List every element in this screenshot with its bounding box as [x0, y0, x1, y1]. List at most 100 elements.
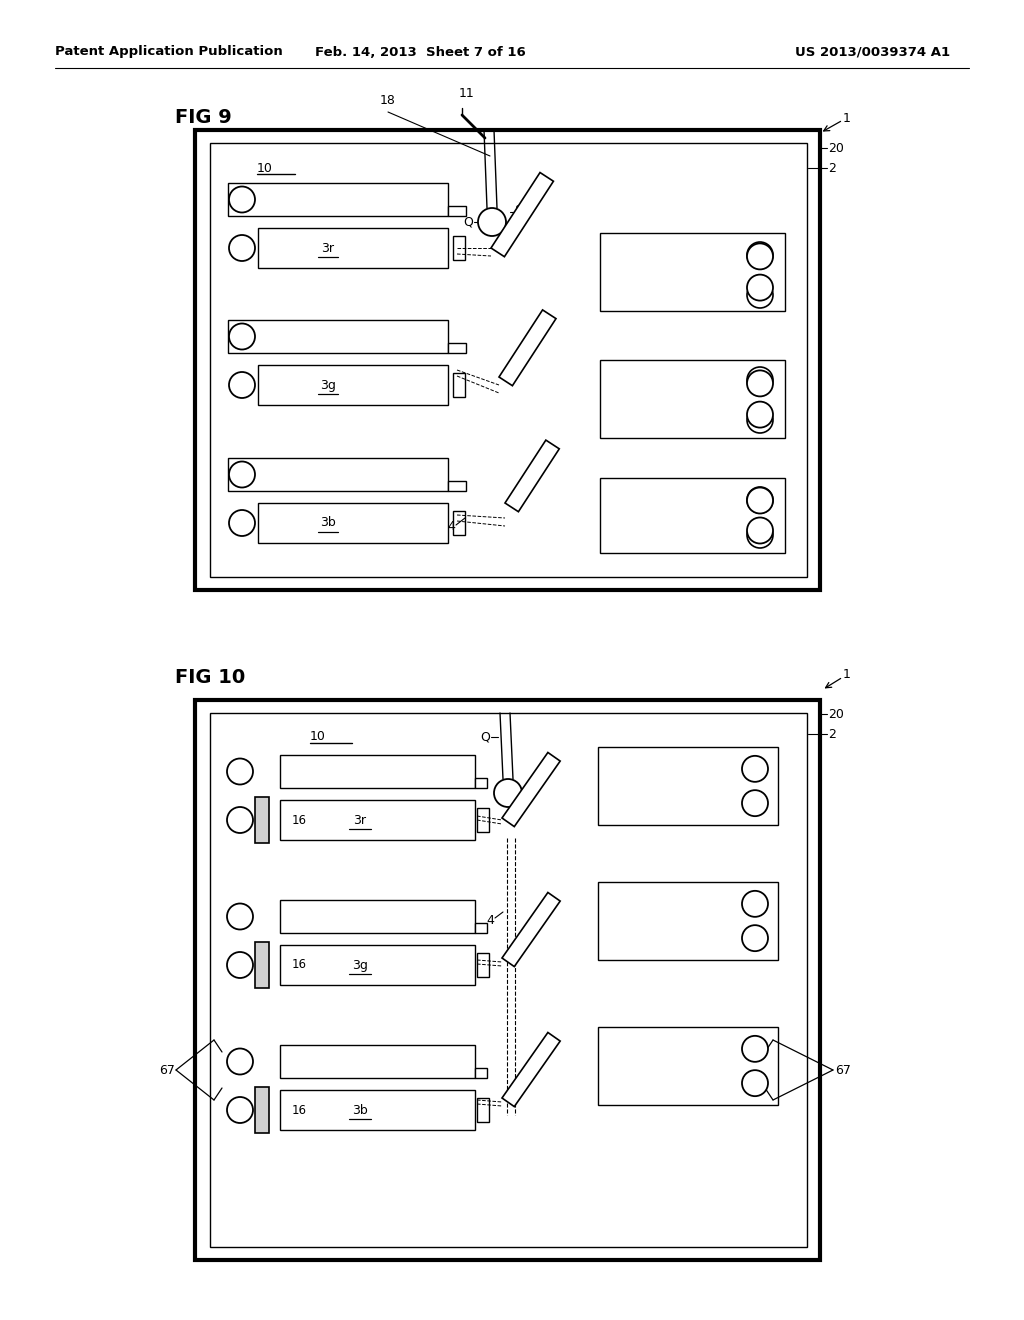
Bar — [453, 511, 465, 535]
Circle shape — [746, 242, 773, 268]
Text: 20: 20 — [828, 708, 844, 721]
Bar — [210, 143, 807, 577]
Circle shape — [742, 1036, 768, 1061]
Polygon shape — [499, 310, 556, 385]
Text: 2: 2 — [828, 727, 836, 741]
Circle shape — [227, 1048, 253, 1074]
Circle shape — [746, 243, 773, 269]
Text: 1: 1 — [843, 111, 851, 124]
Bar — [280, 1045, 475, 1078]
Circle shape — [746, 371, 773, 396]
Circle shape — [742, 1071, 768, 1096]
Circle shape — [742, 756, 768, 781]
Circle shape — [229, 186, 255, 213]
Polygon shape — [490, 173, 553, 256]
Bar — [195, 700, 820, 1261]
Text: Patent Application Publication: Patent Application Publication — [55, 45, 283, 58]
Text: 3r: 3r — [353, 813, 367, 826]
Bar — [598, 747, 778, 825]
Bar — [598, 1027, 778, 1105]
Circle shape — [229, 372, 255, 399]
Circle shape — [494, 779, 522, 807]
Text: 2: 2 — [828, 161, 836, 174]
Bar — [258, 228, 449, 268]
Circle shape — [746, 401, 773, 428]
Bar — [228, 458, 449, 491]
Text: 3g: 3g — [321, 379, 336, 392]
Bar — [280, 800, 475, 840]
Circle shape — [229, 462, 255, 487]
Bar — [210, 713, 807, 1247]
Bar — [475, 777, 487, 788]
Text: 3b: 3b — [321, 516, 336, 529]
Circle shape — [227, 903, 253, 929]
Text: 4: 4 — [486, 913, 494, 927]
Circle shape — [229, 510, 255, 536]
Bar — [280, 755, 475, 788]
Text: 3r: 3r — [322, 242, 335, 255]
Bar — [477, 1098, 489, 1122]
Text: 67: 67 — [159, 1064, 175, 1077]
Bar — [449, 206, 466, 216]
Bar — [195, 129, 820, 590]
Circle shape — [742, 925, 768, 952]
Polygon shape — [502, 892, 560, 966]
Bar — [600, 234, 785, 312]
Circle shape — [227, 807, 253, 833]
Bar — [449, 343, 466, 352]
Text: 1: 1 — [843, 668, 851, 681]
Circle shape — [227, 1097, 253, 1123]
Circle shape — [227, 759, 253, 784]
Circle shape — [746, 521, 773, 548]
Circle shape — [229, 323, 255, 350]
Text: 10: 10 — [257, 161, 272, 174]
Text: 16: 16 — [292, 813, 307, 826]
Circle shape — [478, 209, 506, 236]
Bar — [475, 923, 487, 933]
Text: 8: 8 — [514, 203, 522, 216]
Text: Q: Q — [480, 730, 490, 743]
Circle shape — [746, 487, 773, 513]
Text: US 2013/0039374 A1: US 2013/0039374 A1 — [795, 45, 950, 58]
Text: 3b: 3b — [352, 1104, 368, 1117]
Text: 67: 67 — [835, 1064, 851, 1077]
Bar — [258, 366, 449, 405]
Bar — [255, 1086, 269, 1133]
Bar — [449, 480, 466, 491]
Bar — [280, 945, 475, 985]
Text: FIG 10: FIG 10 — [175, 668, 246, 686]
Text: 11: 11 — [459, 87, 475, 100]
Bar — [255, 797, 269, 843]
Bar — [280, 900, 475, 933]
Bar — [280, 1090, 475, 1130]
Text: 16: 16 — [292, 958, 307, 972]
Circle shape — [746, 367, 773, 393]
Circle shape — [227, 952, 253, 978]
Bar — [228, 183, 449, 216]
Bar — [255, 942, 269, 987]
Circle shape — [746, 407, 773, 433]
Circle shape — [742, 891, 768, 917]
Text: 18: 18 — [380, 94, 396, 107]
Bar — [477, 953, 489, 977]
Bar — [453, 374, 465, 397]
Bar — [453, 236, 465, 260]
Bar — [228, 319, 449, 352]
Circle shape — [746, 282, 773, 308]
Polygon shape — [502, 1032, 560, 1106]
Bar — [600, 478, 785, 553]
Bar — [258, 503, 449, 543]
Bar — [477, 808, 489, 832]
Text: FIG 9: FIG 9 — [175, 108, 231, 127]
Circle shape — [742, 791, 768, 816]
Polygon shape — [505, 440, 559, 512]
Bar — [600, 360, 785, 438]
Text: 16: 16 — [292, 1104, 307, 1117]
Text: 10: 10 — [310, 730, 326, 743]
Text: Q: Q — [463, 215, 473, 228]
Text: 20: 20 — [828, 141, 844, 154]
Bar — [598, 882, 778, 960]
Circle shape — [746, 275, 773, 301]
Text: 4: 4 — [447, 520, 455, 533]
Polygon shape — [502, 752, 560, 826]
